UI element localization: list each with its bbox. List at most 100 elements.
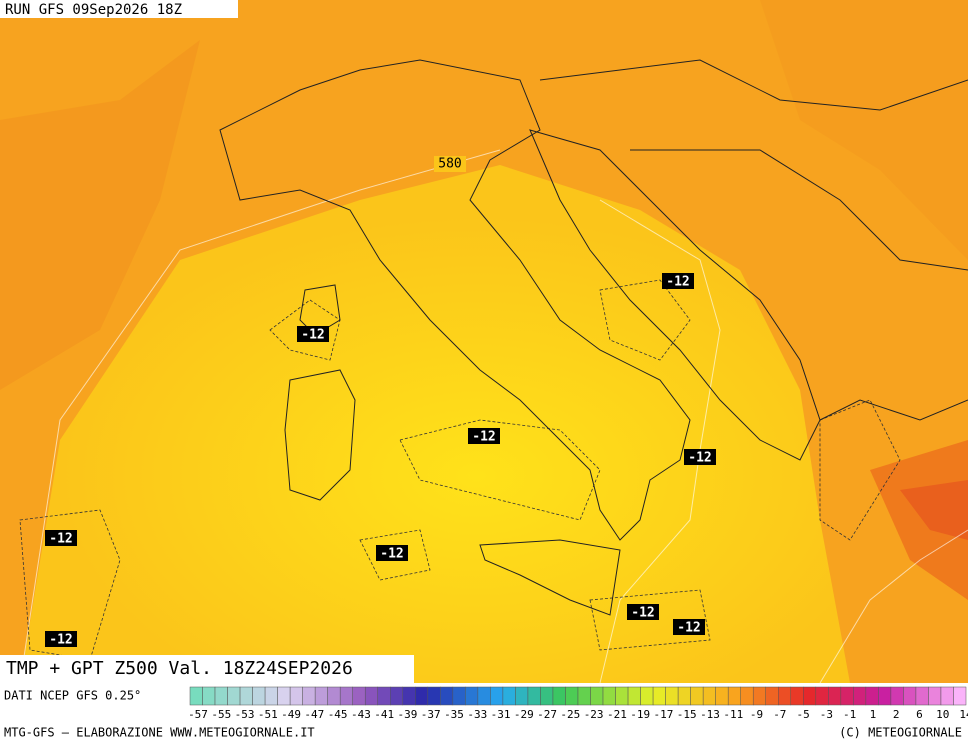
colorbar-swatch bbox=[264, 686, 278, 706]
colorbar-swatch bbox=[277, 686, 291, 706]
colorbar-swatch bbox=[815, 686, 829, 706]
colorbar-swatch bbox=[627, 686, 641, 706]
colorbar-swatch bbox=[440, 686, 454, 706]
contour-label-box bbox=[627, 604, 659, 620]
colorbar-label: 6 bbox=[916, 708, 923, 721]
colorbar-swatch bbox=[665, 686, 679, 706]
colorbar-swatch bbox=[427, 686, 441, 706]
contour-label-box bbox=[662, 273, 694, 289]
colorbar-swatch bbox=[765, 686, 779, 706]
colorbar-swatch bbox=[352, 686, 366, 706]
contour-label: -12 bbox=[688, 451, 711, 466]
colorbar-label: -53 bbox=[235, 708, 255, 721]
colorbar-swatch bbox=[740, 686, 754, 706]
colorbar-label: 1 bbox=[870, 708, 877, 721]
colorbar-label: -27 bbox=[537, 708, 557, 721]
colorbar-swatch bbox=[189, 686, 203, 706]
contour-label-box bbox=[673, 619, 705, 635]
contour-label-box bbox=[684, 449, 716, 465]
colorbar-swatch bbox=[477, 686, 491, 706]
colorbar-swatch bbox=[878, 686, 892, 706]
colorbar-swatch bbox=[953, 686, 967, 706]
colorbar-swatch bbox=[452, 686, 466, 706]
colorbar-label: -37 bbox=[421, 708, 441, 721]
colorbar-swatch bbox=[903, 686, 917, 706]
colorbar-label: -7 bbox=[773, 708, 786, 721]
colorbar-label: -9 bbox=[750, 708, 763, 721]
colorbar-label: -45 bbox=[328, 708, 348, 721]
colorbar-swatch bbox=[302, 686, 316, 706]
colorbar-swatch bbox=[289, 686, 303, 706]
map-title: TMP + GPT Z500 Val. 18Z24SEP2026 bbox=[6, 658, 353, 679]
colorbar: -57 -55 -53 -51 -49 -47 -45 -43 -41 -39 -37 -35 -33-… bbox=[188, 686, 968, 721]
colorbar-label: -41 bbox=[374, 708, 394, 721]
contour-label-box bbox=[45, 631, 77, 647]
colorbar-swatch bbox=[227, 686, 241, 706]
contour-label: -12 bbox=[301, 328, 324, 343]
colorbar-swatch bbox=[502, 686, 516, 706]
colorbar-label: -13 bbox=[700, 708, 720, 721]
colorbar-label: 10 bbox=[936, 708, 949, 721]
contour-label-box bbox=[468, 428, 500, 444]
colorbar-label: -11 bbox=[723, 708, 743, 721]
colorbar-swatch bbox=[790, 686, 804, 706]
contour-label-box bbox=[376, 545, 408, 561]
colorbar-swatch bbox=[677, 686, 691, 706]
colorbar-swatch bbox=[364, 686, 378, 706]
colorbar-label: -51 bbox=[258, 708, 278, 721]
footer-right: (C) METEOGIORNALE bbox=[839, 726, 962, 740]
colorbar-label: 2 bbox=[893, 708, 900, 721]
source-label: DATI NCEP GFS 0.25° bbox=[4, 689, 141, 703]
contour-label: -12 bbox=[49, 532, 72, 547]
contour-label-box bbox=[45, 530, 77, 546]
colorbar-swatch bbox=[402, 686, 416, 706]
colorbar-label: -55 bbox=[211, 708, 231, 721]
isoline-label: 580 bbox=[438, 157, 461, 172]
isoline-label-box bbox=[434, 156, 466, 172]
colorbar-swatch bbox=[339, 686, 353, 706]
colorbar-swatch bbox=[377, 686, 391, 706]
colorbar-label: -39 bbox=[398, 708, 418, 721]
colorbar-swatch bbox=[640, 686, 654, 706]
colorbar-swatch bbox=[465, 686, 479, 706]
colorbar-label: -29 bbox=[514, 708, 534, 721]
colorbar-swatch bbox=[490, 686, 504, 706]
colorbar-swatch bbox=[940, 686, 954, 706]
colorbar-swatch bbox=[202, 686, 216, 706]
colorbar-label: -23 bbox=[584, 708, 604, 721]
colorbar-swatch bbox=[778, 686, 792, 706]
contour-label: -12 bbox=[49, 633, 72, 648]
colorbar-label: -35 bbox=[444, 708, 464, 721]
colorbar-swatch bbox=[890, 686, 904, 706]
colorbar-swatch bbox=[239, 686, 253, 706]
contour-label-box bbox=[297, 326, 329, 342]
title-box bbox=[0, 655, 414, 683]
colorbar-label: -15 bbox=[677, 708, 697, 721]
contour-label: -12 bbox=[380, 547, 403, 562]
colorbar-swatch bbox=[840, 686, 854, 706]
run-label-box bbox=[0, 0, 238, 18]
contour-labels: -12 -12 -12 -12 -12 -12 -12 -12 -12 bbox=[45, 273, 716, 648]
run-label: RUN GFS 09Sep2026 18Z bbox=[5, 2, 182, 18]
colorbar-swatch bbox=[752, 686, 766, 706]
contour-label: -12 bbox=[472, 430, 495, 445]
colorbar-swatch bbox=[577, 686, 591, 706]
map-field bbox=[0, 0, 968, 684]
colorbar-label: -1 bbox=[843, 708, 856, 721]
contour-label: -12 bbox=[677, 621, 700, 636]
colorbar-swatch bbox=[615, 686, 629, 706]
colorbar-swatch bbox=[652, 686, 666, 706]
colorbar-label: 14 bbox=[959, 708, 968, 721]
colorbar-label: -19 bbox=[630, 708, 650, 721]
colorbar-swatch bbox=[602, 686, 616, 706]
colorbar-swatch bbox=[803, 686, 817, 706]
colorbar-label: -47 bbox=[304, 708, 324, 721]
colorbar-swatch bbox=[252, 686, 266, 706]
colorbar-swatch bbox=[552, 686, 566, 706]
colorbar-swatch bbox=[540, 686, 554, 706]
colorbar-swatch bbox=[565, 686, 579, 706]
colorbar-swatch bbox=[702, 686, 716, 706]
colorbar-swatch bbox=[515, 686, 529, 706]
colorbar-swatch bbox=[327, 686, 341, 706]
